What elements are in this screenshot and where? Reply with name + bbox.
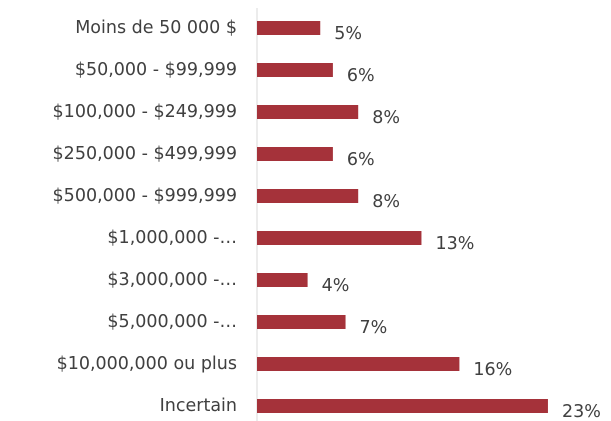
value-label: 13% bbox=[435, 234, 474, 254]
bar bbox=[257, 63, 333, 77]
value-label: 8% bbox=[372, 192, 400, 212]
bar bbox=[257, 21, 321, 35]
bar bbox=[257, 189, 359, 203]
value-label: 7% bbox=[360, 318, 388, 338]
category-label: $5,000,000 -… bbox=[107, 312, 237, 332]
value-label: 5% bbox=[334, 24, 362, 44]
category-label: $3,000,000 -… bbox=[107, 270, 237, 290]
category-label: Moins de 50 000 $ bbox=[75, 18, 237, 38]
value-label: 6% bbox=[347, 66, 375, 86]
bar bbox=[257, 357, 460, 371]
category-label: $50,000 - $99,999 bbox=[75, 60, 237, 80]
bar bbox=[257, 315, 346, 329]
bar bbox=[257, 147, 333, 161]
value-label: 8% bbox=[372, 108, 400, 128]
bar bbox=[257, 273, 308, 287]
bar bbox=[257, 231, 422, 245]
value-label: 6% bbox=[347, 150, 375, 170]
value-label: 16% bbox=[473, 360, 512, 380]
category-label: $250,000 - $499,999 bbox=[53, 144, 237, 164]
category-label: $500,000 - $999,999 bbox=[53, 186, 237, 206]
category-label: Incertain bbox=[160, 396, 237, 416]
bar bbox=[257, 399, 548, 413]
category-label: $10,000,000 ou plus bbox=[57, 354, 237, 374]
value-label: 4% bbox=[322, 276, 350, 296]
bar bbox=[257, 105, 359, 119]
value-label: 23% bbox=[562, 402, 601, 421]
category-label: $100,000 - $249,999 bbox=[53, 102, 237, 122]
category-label: $1,000,000 -… bbox=[107, 228, 237, 248]
